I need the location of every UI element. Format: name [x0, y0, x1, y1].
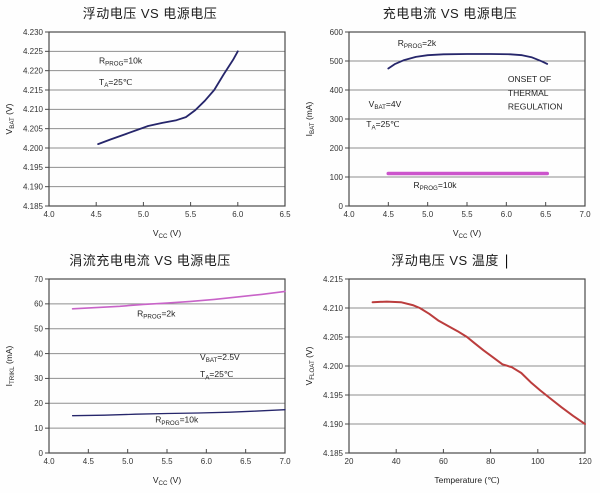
- chart-panel-trickle-current-vs-vcc: 涓流充电电流 VS 电源电压 0 10 20 30 40 50 60 70 4.0 4.5 5.0 5…: [0, 247, 300, 493]
- svg-text:20: 20: [34, 399, 43, 408]
- svg-text:4.225: 4.225: [23, 47, 44, 56]
- line-chart-float-voltage-vs-vcc: 4.185 4.190 4.195 4.200 4.205 4.210 4.215 4.220…: [4, 28, 291, 240]
- svg-text:ONSET OF: ONSET OF: [508, 74, 551, 84]
- svg-text:60: 60: [439, 457, 448, 466]
- svg-text:4.215: 4.215: [23, 86, 44, 95]
- svg-text:TA=25℃: TA=25℃: [366, 119, 400, 131]
- svg-text:6.0: 6.0: [201, 457, 213, 466]
- chart-title-text: 涓流充电电流 VS 电源电压: [69, 253, 231, 268]
- svg-text:300: 300: [330, 115, 344, 124]
- svg-text:100: 100: [531, 457, 545, 466]
- svg-text:RPROG=10k: RPROG=10k: [99, 55, 143, 67]
- line-chart-float-voltage-vs-temperature: 4.185 4.190 4.195 4.200 4.205 4.210 4.215 20 40 6…: [304, 275, 592, 485]
- text-cursor: |: [504, 251, 509, 270]
- svg-text:6.0: 6.0: [232, 210, 244, 219]
- svg-text:4.215: 4.215: [323, 275, 344, 284]
- svg-text:Temperature (℃): Temperature (℃): [434, 475, 499, 485]
- svg-text:4.210: 4.210: [323, 304, 344, 313]
- svg-text:5.5: 5.5: [161, 457, 173, 466]
- svg-text:100: 100: [330, 173, 344, 182]
- svg-text:60: 60: [34, 300, 43, 309]
- svg-text:VFLOAT (V): VFLOAT (V): [304, 346, 316, 385]
- svg-text:4.0: 4.0: [43, 210, 55, 219]
- svg-text:4.230: 4.230: [23, 28, 44, 37]
- svg-text:VBAT (V): VBAT (V): [4, 103, 16, 134]
- svg-text:200: 200: [330, 144, 344, 153]
- svg-text:VBAT=2.5V: VBAT=2.5V: [200, 352, 240, 364]
- svg-text:70: 70: [34, 275, 43, 284]
- svg-text:THERMAL: THERMAL: [508, 88, 549, 98]
- svg-text:4.210: 4.210: [23, 105, 44, 114]
- svg-text:40: 40: [392, 457, 401, 466]
- svg-text:5.5: 5.5: [461, 210, 473, 219]
- svg-text:4.200: 4.200: [23, 144, 44, 153]
- line-chart-trickle-current-vs-vcc: 0 10 20 30 40 50 60 70 4.0 4.5 5.0 5.5 6.0 6.5 7.0 RPRO…: [4, 275, 291, 487]
- svg-text:4.0: 4.0: [43, 457, 55, 466]
- svg-text:RPROG=2k: RPROG=2k: [137, 308, 176, 320]
- chart-title-text: 浮动电压 VS 温度: [391, 253, 499, 268]
- svg-text:600: 600: [330, 28, 344, 37]
- svg-text:20: 20: [345, 457, 354, 466]
- svg-text:4.220: 4.220: [23, 66, 44, 75]
- svg-text:IBAT (mA): IBAT (mA): [304, 101, 316, 136]
- svg-text:4.200: 4.200: [323, 362, 344, 371]
- chart-panel-float-voltage-vs-vcc: 浮动电压 VS 电源电压 4.185 4.190 4.195 4.200 4.205 4.…: [0, 0, 300, 247]
- svg-text:4.205: 4.205: [323, 333, 344, 342]
- chart-title-charge-current-vs-vcc: 充电电流 VS 电源电压: [300, 3, 600, 24]
- svg-text:5.5: 5.5: [185, 210, 197, 219]
- svg-text:50: 50: [34, 325, 43, 334]
- svg-text:4.205: 4.205: [23, 124, 44, 133]
- chart-title-text: 浮动电压 VS 电源电压: [82, 6, 218, 21]
- svg-text:40: 40: [34, 349, 43, 358]
- svg-text:4.190: 4.190: [23, 182, 44, 191]
- svg-text:30: 30: [34, 374, 43, 383]
- svg-text:10: 10: [34, 424, 43, 433]
- line-chart-charge-current-vs-vcc: 0 100 200 300 400 500 600 4.0 4.5 5.0 5.5 6.0 6.5 7.0…: [304, 28, 591, 240]
- chart-panel-charge-current-vs-vcc: 充电电流 VS 电源电压 0 100 200 300 400 500 600 4.0 4.5 5.…: [300, 0, 600, 247]
- svg-text:5.0: 5.0: [138, 210, 150, 219]
- chart-panel-float-voltage-vs-temperature: 浮动电压 VS 温度 | 4.185 4.190 4.195 4.200 4.205 4.2…: [300, 247, 600, 493]
- svg-text:0: 0: [39, 449, 44, 458]
- svg-text:80: 80: [486, 457, 495, 466]
- svg-text:4.185: 4.185: [23, 202, 44, 211]
- svg-text:7.0: 7.0: [279, 457, 291, 466]
- svg-text:0: 0: [339, 202, 344, 211]
- svg-text:REGULATION: REGULATION: [508, 102, 563, 112]
- chart-title-trickle-current-vs-vcc: 涓流充电电流 VS 电源电压: [0, 250, 300, 271]
- svg-text:RPROG=10k: RPROG=10k: [155, 415, 199, 427]
- svg-text:6.5: 6.5: [279, 210, 291, 219]
- svg-text:4.0: 4.0: [343, 210, 355, 219]
- svg-text:4.190: 4.190: [323, 420, 344, 429]
- svg-text:5.0: 5.0: [122, 457, 134, 466]
- svg-text:VCC (V): VCC (V): [153, 475, 181, 487]
- svg-text:5.0: 5.0: [422, 210, 434, 219]
- svg-text:120: 120: [578, 457, 592, 466]
- svg-text:VBAT=4V: VBAT=4V: [369, 99, 402, 111]
- svg-text:VCC (V): VCC (V): [453, 228, 481, 240]
- svg-text:7.0: 7.0: [579, 210, 591, 219]
- svg-text:RPROG=10k: RPROG=10k: [414, 180, 458, 192]
- chart-title-text: 充电电流 VS 电源电压: [382, 6, 518, 21]
- svg-text:TA=25℃: TA=25℃: [200, 369, 234, 381]
- svg-text:4.5: 4.5: [383, 210, 395, 219]
- chart-title-float-voltage-vs-vcc: 浮动电压 VS 电源电压: [0, 3, 300, 24]
- svg-text:4.195: 4.195: [323, 391, 344, 400]
- svg-text:500: 500: [330, 57, 344, 66]
- svg-text:4.195: 4.195: [23, 163, 44, 172]
- svg-text:6.5: 6.5: [240, 457, 252, 466]
- svg-text:4.5: 4.5: [83, 457, 95, 466]
- svg-text:6.5: 6.5: [540, 210, 552, 219]
- svg-text:ITRIKL (mA): ITRIKL (mA): [4, 345, 16, 386]
- svg-text:6.0: 6.0: [501, 210, 513, 219]
- svg-text:4.185: 4.185: [323, 449, 344, 458]
- svg-text:VCC (V): VCC (V): [153, 228, 181, 240]
- chart-title-float-voltage-vs-temperature: 浮动电压 VS 温度 |: [300, 250, 600, 271]
- svg-text:400: 400: [330, 86, 344, 95]
- svg-text:4.5: 4.5: [91, 210, 103, 219]
- svg-text:RPROG=2k: RPROG=2k: [398, 38, 437, 50]
- svg-text:TA=25℃: TA=25℃: [99, 77, 133, 89]
